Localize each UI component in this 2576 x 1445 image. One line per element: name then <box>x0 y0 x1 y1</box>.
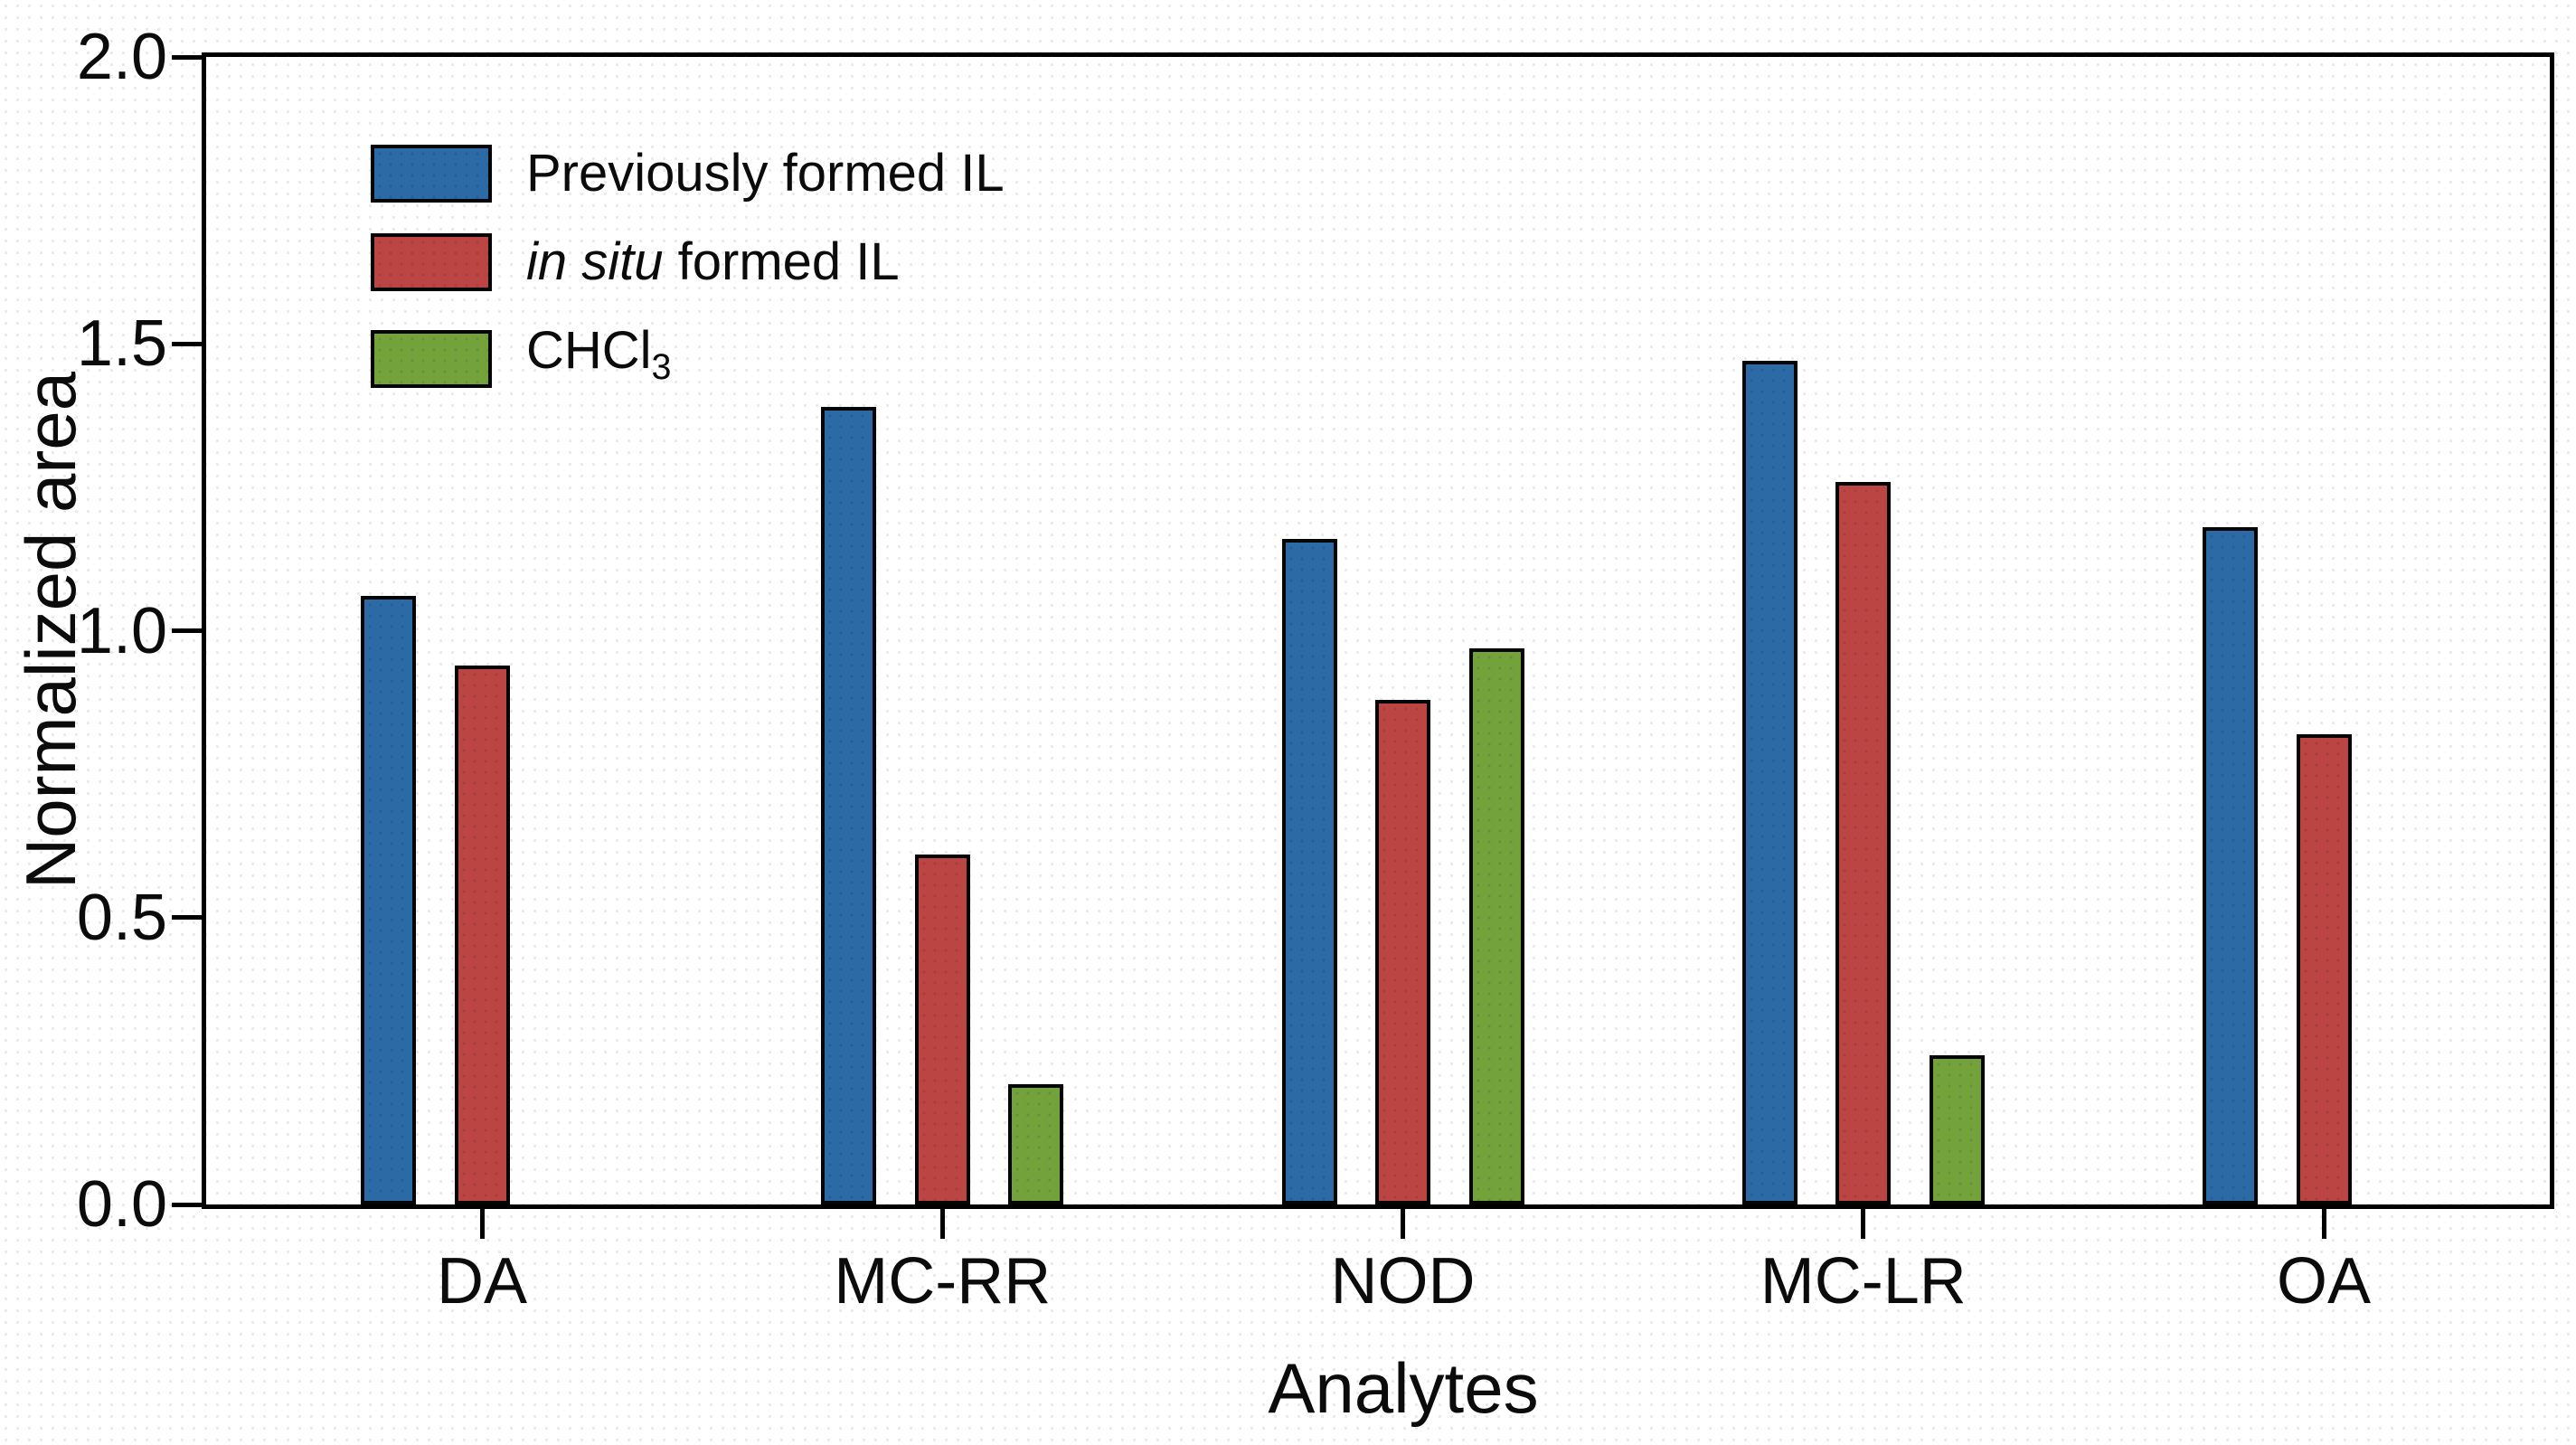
bar-in-situ-formed-il-mc-lr <box>1835 481 1892 1204</box>
y-tick <box>172 1202 206 1207</box>
bar-previously-formed-il-nod <box>1281 538 1337 1204</box>
legend: Previously formed IL in situ formed IL CHC… <box>371 145 1005 396</box>
x-category-label: MC-RR <box>834 1245 1052 1318</box>
y-tick-label: 0.0 <box>76 1168 167 1241</box>
y-tick-label: 1.0 <box>76 594 167 667</box>
legend-entry: Previously formed IL <box>371 145 1005 203</box>
legend-entry: in situ formed IL <box>371 233 1005 291</box>
y-tick <box>172 628 206 633</box>
legend-label: in situ formed IL <box>526 232 900 291</box>
bar-chcl3-mc-lr <box>1929 1055 1985 1204</box>
legend-label: Previously formed IL <box>526 144 1005 203</box>
y-tick-label: 2.0 <box>76 21 167 93</box>
legend-entry: CHCl3 <box>371 322 1005 396</box>
bar-in-situ-formed-il-da <box>454 665 510 1204</box>
bar-chcl3-nod <box>1468 647 1524 1204</box>
plot-frame <box>172 52 2554 1239</box>
x-category-label: MC-LR <box>1760 1245 1967 1318</box>
x-tick <box>2321 1204 2326 1239</box>
y-tick <box>172 341 206 346</box>
y-tick-label: 1.5 <box>76 307 167 381</box>
x-tick <box>1861 1204 1866 1239</box>
legend-label: CHCl3 <box>526 321 672 387</box>
legend-swatch <box>371 145 492 203</box>
x-category-label: OA <box>2276 1245 2372 1318</box>
x-axis-title: Analytes <box>1268 1348 1539 1428</box>
x-category-label: NOD <box>1330 1245 1476 1318</box>
x-category-label: DA <box>436 1245 528 1318</box>
bar-in-situ-formed-il-oa <box>2296 733 2352 1204</box>
y-tick <box>172 915 206 921</box>
bar-in-situ-formed-il-mc-rr <box>914 854 970 1204</box>
x-tick <box>1401 1204 1405 1239</box>
y-tick <box>172 54 206 60</box>
legend-swatch <box>371 233 492 291</box>
y-tick-label: 0.5 <box>76 881 167 954</box>
bar-previously-formed-il-oa <box>2203 527 2258 1204</box>
legend-swatch <box>371 329 492 388</box>
bar-previously-formed-il-da <box>361 596 416 1204</box>
x-tick <box>939 1204 945 1239</box>
bar-previously-formed-il-mc-lr <box>1741 361 1798 1204</box>
bar-chcl3-mc-rr <box>1008 1083 1064 1204</box>
x-tick <box>479 1204 485 1239</box>
plot-area <box>172 54 2550 1239</box>
bar-previously-formed-il-mc-rr <box>821 407 877 1204</box>
bar-in-situ-formed-il-nod <box>1375 699 1430 1204</box>
